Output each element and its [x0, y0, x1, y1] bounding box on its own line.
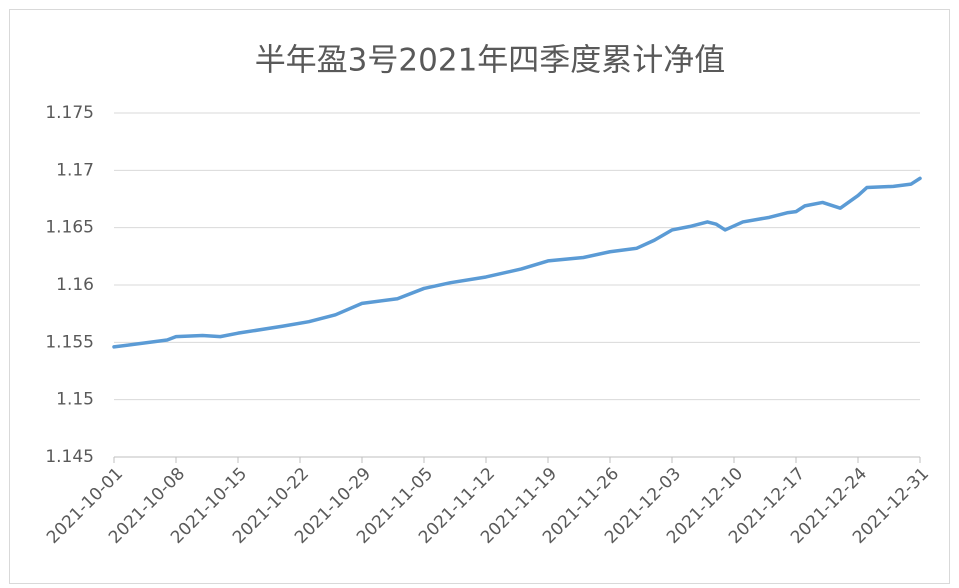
line [112, 176, 922, 349]
y-tick-label: 1.17 [56, 160, 94, 180]
chart-title: 半年盈3号2021年四季度累计净值 [255, 43, 726, 79]
y-tick-label: 1.165 [45, 218, 94, 238]
y-tick-label: 1.16 [56, 275, 94, 295]
y-tick-label: 1.155 [45, 332, 94, 352]
y-tick-label: 1.175 [45, 103, 94, 123]
y-tick-label: 1.145 [45, 447, 94, 467]
chart-frame [9, 9, 950, 584]
y-tick-label: 1.15 [56, 390, 94, 410]
